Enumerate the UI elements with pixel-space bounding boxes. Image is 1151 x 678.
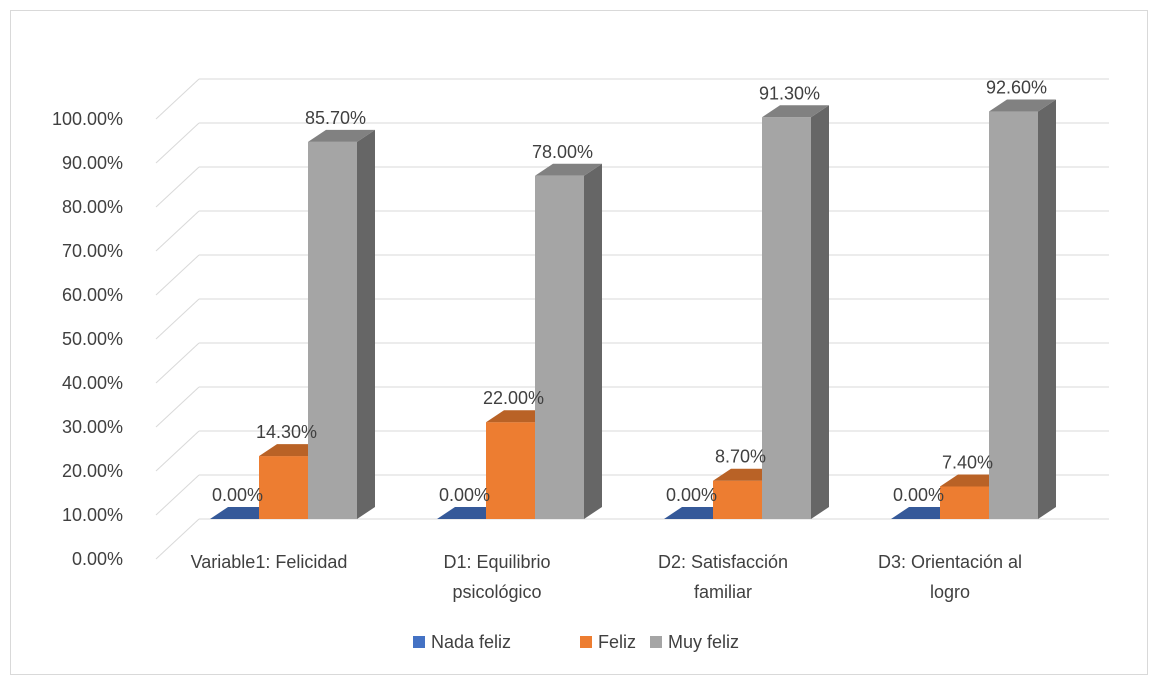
gridline-depth	[155, 430, 200, 472]
data-label: 7.40%	[942, 452, 993, 472]
x-category-label: D2: Satisfacción	[658, 552, 788, 572]
chart-frame: 0.00% 10.00% 20.00% 30.00% 40.00% 50.00% 60.00…	[10, 10, 1148, 675]
x-axis-category-labels: Variable1: Felicidad D1: Equilibrio psicol…	[191, 552, 1022, 602]
bar-top-face	[535, 163, 602, 176]
data-labels: 0.00% 14.30% 85.70% 0.00% 22.00% 78.00% 0.00% 8…	[212, 78, 1047, 505]
y-tick-label: 40.00%	[62, 373, 123, 393]
x-category-label: D3: Orientación al	[878, 552, 1022, 572]
x-category-label: logro	[930, 582, 970, 602]
gridline-depth	[155, 254, 200, 296]
bar-feliz	[486, 422, 535, 519]
gridline-depth	[155, 518, 200, 560]
y-tick-label: 50.00%	[62, 329, 123, 349]
bar-side-face	[811, 105, 829, 519]
data-label: 22.00%	[483, 388, 544, 408]
gridline-depth	[155, 122, 200, 164]
data-label: 0.00%	[439, 485, 490, 505]
bar-feliz	[940, 486, 989, 519]
y-tick-label: 10.00%	[62, 505, 123, 525]
y-tick-label: 100.00%	[52, 109, 123, 129]
data-label: 85.70%	[305, 108, 366, 128]
gridline-depth	[155, 298, 200, 340]
legend: Nada feliz Feliz Muy feliz	[413, 632, 739, 652]
gridline-depth	[155, 78, 200, 120]
data-label: 0.00%	[666, 485, 717, 505]
bar-muy-feliz	[308, 141, 357, 520]
bars	[210, 99, 1056, 520]
y-tick-label: 0.00%	[72, 549, 123, 569]
x-category-label: familiar	[694, 582, 752, 602]
legend-entry-label: Nada feliz	[431, 632, 511, 652]
data-label: 78.00%	[532, 142, 593, 162]
legend-entry-label: Feliz	[598, 632, 636, 652]
gridline-depth	[155, 474, 200, 516]
bar-muy-feliz	[762, 117, 811, 519]
data-label: 8.70%	[715, 447, 766, 467]
legend-swatch	[580, 636, 592, 648]
legend-swatch	[650, 636, 662, 648]
bar-muy-feliz	[535, 175, 584, 520]
x-category-label: Variable1: Felicidad	[191, 552, 348, 572]
gridline-depth	[155, 342, 200, 384]
legend-entry-label: Muy feliz	[668, 632, 739, 652]
y-tick-label: 60.00%	[62, 285, 123, 305]
y-tick-label: 70.00%	[62, 241, 123, 261]
data-label: 0.00%	[893, 485, 944, 505]
bar-top-face	[989, 99, 1056, 112]
bar-side-face	[357, 129, 375, 520]
bar-muy-feliz	[989, 111, 1038, 519]
y-tick-label: 80.00%	[62, 197, 123, 217]
y-tick-label: 90.00%	[62, 153, 123, 173]
y-axis-tick-labels: 0.00% 10.00% 20.00% 30.00% 40.00% 50.00% 60.00…	[52, 109, 123, 569]
y-tick-label: 20.00%	[62, 461, 123, 481]
data-label: 92.60%	[986, 78, 1047, 98]
bar-side-face	[1038, 99, 1056, 519]
data-label: 14.30%	[256, 422, 317, 442]
chart-canvas: 0.00% 10.00% 20.00% 30.00% 40.00% 50.00% 60.00…	[52, 78, 1109, 652]
gridline-depth	[155, 386, 200, 428]
y-tick-label: 30.00%	[62, 417, 123, 437]
bar-top-face	[308, 129, 375, 142]
bar-feliz	[259, 456, 308, 519]
x-category-label: psicológico	[452, 582, 541, 602]
gridline-depth	[155, 210, 200, 252]
bar-side-face	[584, 163, 602, 520]
x-category-label: D1: Equilibrio	[443, 552, 550, 572]
gridline-depth	[155, 166, 200, 208]
legend-swatch	[413, 636, 425, 648]
bar-feliz	[713, 480, 762, 519]
data-label: 91.30%	[759, 83, 820, 103]
data-label: 0.00%	[212, 485, 263, 505]
bar-top-face	[762, 105, 829, 118]
